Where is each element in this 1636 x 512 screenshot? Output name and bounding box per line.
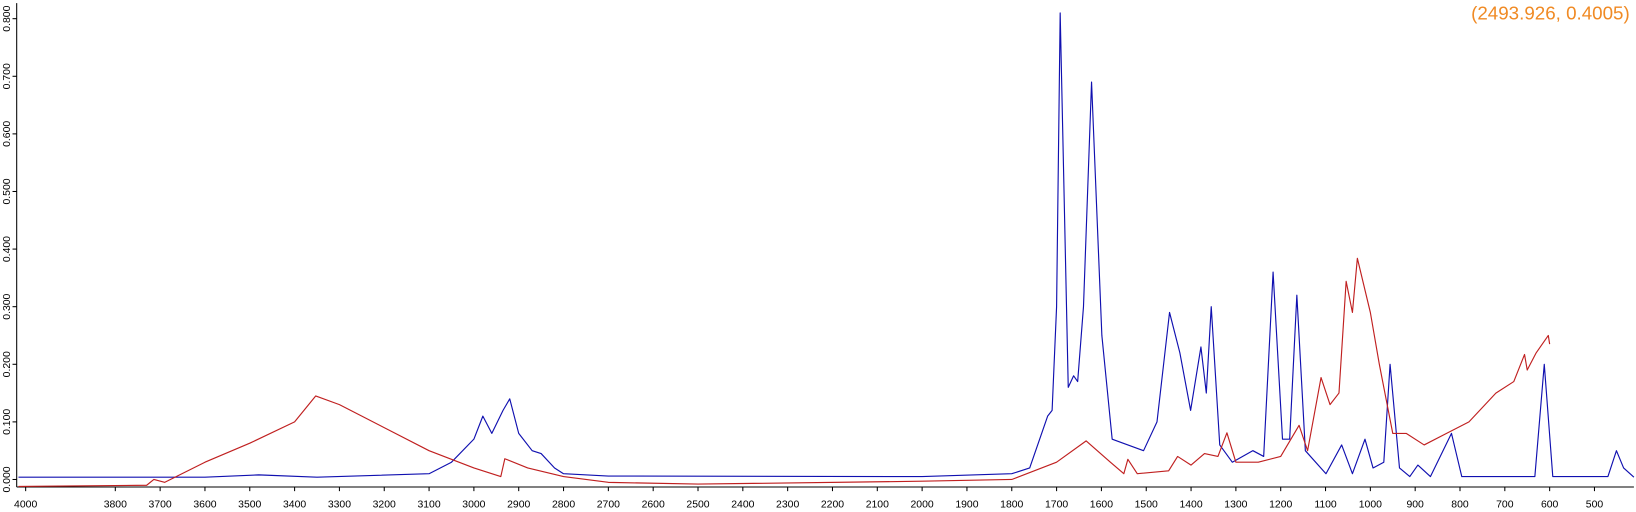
y-tick-label: 0.200 [2, 351, 13, 377]
spectrum-line [18, 257, 1551, 487]
x-tick-label: 3200 [373, 499, 396, 510]
x-tick-label: 3600 [193, 499, 216, 510]
y-tick-label: 0.300 [2, 293, 13, 319]
y-tick-label: 0.700 [2, 63, 13, 89]
x-tick-label: 3700 [149, 499, 172, 510]
x-tick-label: 1500 [1135, 499, 1158, 510]
x-tick-label: 4000 [14, 499, 37, 510]
x-tick-label: 1300 [1224, 499, 1247, 510]
x-tick-label: 2700 [597, 499, 620, 510]
x-tick-label: 3400 [283, 499, 306, 510]
x-tick-label: 1400 [1179, 499, 1202, 510]
spectrum-line [18, 12, 1635, 478]
x-tick-label: 2200 [821, 499, 844, 510]
x-tick-label: 1800 [1000, 499, 1023, 510]
x-tick-label: 2800 [552, 499, 575, 510]
x-tick-label: 3100 [417, 499, 440, 510]
x-tick-label: 2400 [731, 499, 754, 510]
x-tick-label: 1200 [1269, 499, 1292, 510]
cursor-readout: (2493.926, 0.4005) [1471, 3, 1630, 24]
x-tick-label: 900 [1406, 499, 1424, 510]
x-tick-label: 1000 [1359, 499, 1382, 510]
x-tick-label: 2600 [642, 499, 665, 510]
y-tick-label: 0.800 [2, 5, 13, 31]
x-tick-label: 2900 [507, 499, 530, 510]
x-tick-label: 3300 [328, 499, 351, 510]
y-tick-label: 0.500 [2, 178, 13, 204]
x-tick-label: 1600 [1090, 499, 1113, 510]
x-tick-label: 3800 [104, 499, 127, 510]
y-tick-label: 0.600 [2, 121, 13, 147]
x-tick-label: 3500 [238, 499, 261, 510]
x-tick-label: 800 [1451, 499, 1469, 510]
x-tick-label: 600 [1541, 499, 1559, 510]
x-tick-label: 3000 [462, 499, 485, 510]
x-tick-label: 1900 [955, 499, 978, 510]
x-tick-label: 1700 [1045, 499, 1068, 510]
y-tick-label: 0.000 [2, 466, 13, 492]
x-tick-label: 700 [1496, 499, 1514, 510]
x-tick-label: 1100 [1314, 499, 1337, 510]
y-tick-label: 0.100 [2, 409, 13, 435]
x-tick-label: 2500 [686, 499, 709, 510]
x-tick-label: 2300 [776, 499, 799, 510]
x-tick-label: 500 [1586, 499, 1604, 510]
y-tick-label: 0.400 [2, 236, 13, 262]
x-tick-label: 2100 [866, 499, 889, 510]
x-tick-label: 2000 [911, 499, 934, 510]
